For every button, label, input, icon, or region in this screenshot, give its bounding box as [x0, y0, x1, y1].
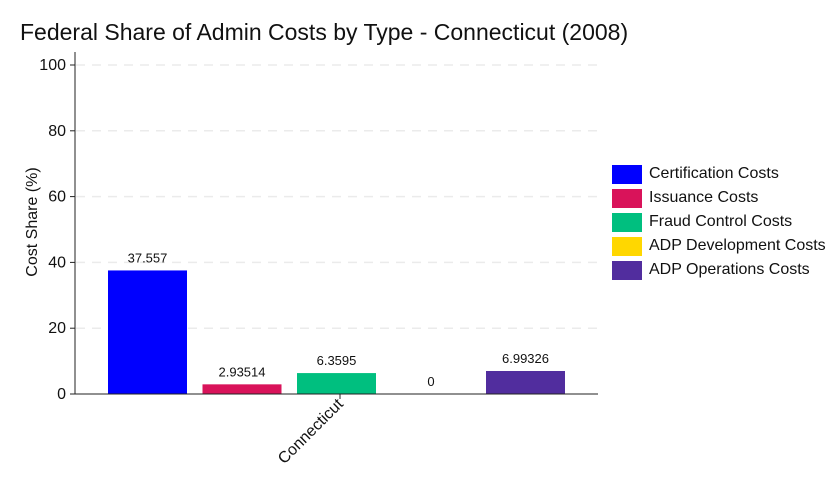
legend-item: ADP Operations Costs [612, 258, 826, 282]
bar-issuance-costs [202, 384, 282, 394]
bar-fraud-control-costs [297, 373, 376, 394]
bars [108, 270, 565, 394]
legend-label: ADP Operations Costs [649, 261, 810, 278]
data-label: 6.99326 [502, 351, 549, 366]
y-axis-title: Cost Share (%) [24, 167, 41, 276]
x-tick-label: Connecticut [275, 395, 347, 467]
data-label: 37.557 [128, 250, 168, 265]
legend-swatch [612, 236, 642, 256]
legend-swatch [612, 260, 642, 280]
data-label: 2.93514 [219, 364, 266, 379]
x-ticks: Connecticut [275, 394, 347, 468]
bar-adp-operations-costs [486, 370, 565, 394]
data-label: 6.3595 [317, 353, 357, 368]
y-tick-label: 60 [48, 189, 66, 206]
legend-label: ADP Development Costs [649, 237, 826, 254]
axes [74, 52, 598, 395]
y-tick-label: 40 [48, 254, 66, 271]
chart-title: Federal Share of Admin Costs by Type - C… [20, 19, 629, 45]
data-labels: 37.557 2.93514 6.3595 0 6.99326 [128, 250, 549, 389]
y-tick-label: 100 [39, 57, 66, 74]
y-tick-label: 80 [48, 123, 66, 140]
legend-item: Certification Costs [612, 162, 826, 186]
legend: Certification Costs Issuance Costs Fraud C… [612, 162, 826, 282]
legend-swatch [612, 188, 642, 208]
legend-label: Certification Costs [649, 165, 779, 182]
y-tick-label: 20 [48, 320, 66, 337]
legend-label: Fraud Control Costs [649, 213, 793, 230]
y-tick-label: 0 [57, 386, 66, 403]
y-ticks: 0 20 40 60 80 100 [39, 57, 75, 403]
legend-item: Issuance Costs [612, 186, 826, 210]
bar-certification-costs [108, 270, 187, 394]
legend-label: Issuance Costs [649, 189, 759, 206]
legend-item: ADP Development Costs [612, 234, 826, 258]
legend-swatch [612, 164, 642, 184]
data-label: 0 [427, 374, 434, 389]
legend-item: Fraud Control Costs [612, 210, 826, 234]
legend-swatch [612, 212, 642, 232]
